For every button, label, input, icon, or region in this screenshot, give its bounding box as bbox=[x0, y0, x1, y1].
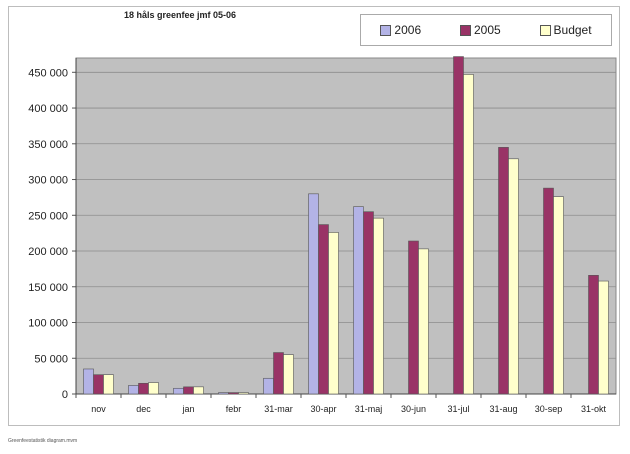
bar-budget-30-sep bbox=[553, 196, 564, 395]
legend-swatch-2006 bbox=[380, 24, 392, 36]
bar-2005-31-jul bbox=[453, 56, 464, 395]
bar-2005-31-aug bbox=[498, 147, 509, 395]
legend-item-budget: Budget bbox=[539, 23, 592, 37]
x-tick-label: 31-okt bbox=[581, 404, 607, 414]
x-tick-label: 31-jul bbox=[447, 404, 469, 414]
plot-area bbox=[75, 57, 617, 395]
bar-budget-31-okt bbox=[598, 280, 609, 395]
legend-item-2005: 2005 bbox=[459, 23, 501, 37]
bar-budget-30-jun bbox=[418, 248, 429, 395]
y-tick-label: 100 000 bbox=[28, 318, 68, 330]
y-tick-label: 350 000 bbox=[28, 139, 68, 151]
y-tick-label: 0 bbox=[62, 389, 68, 401]
bar-2005-30-apr bbox=[318, 224, 329, 395]
x-tick-label: 31-aug bbox=[489, 404, 517, 414]
bar-2005-31-mar bbox=[273, 352, 284, 395]
y-tick-label: 150 000 bbox=[28, 282, 68, 294]
y-tick-label: 300 000 bbox=[28, 175, 68, 187]
x-tick-label: 31-maj bbox=[355, 404, 383, 414]
bar-2006-dec bbox=[128, 385, 139, 395]
legend-label-2005: 2005 bbox=[473, 23, 501, 37]
bar-2005-31-maj bbox=[363, 211, 374, 395]
legend-label-2006: 2006 bbox=[394, 23, 422, 37]
bar-2005-nov bbox=[93, 374, 104, 395]
x-tick-label: 30-sep bbox=[535, 404, 563, 414]
x-tick-label: 31-mar bbox=[264, 404, 293, 414]
bar-2005-30-sep bbox=[543, 187, 554, 395]
bar-2006-30-apr bbox=[308, 193, 319, 395]
bar-2005-30-jun bbox=[408, 240, 419, 395]
x-tick-label: 30-apr bbox=[310, 404, 336, 414]
x-tick-label: nov bbox=[91, 404, 106, 414]
x-tick-label: dec bbox=[136, 404, 151, 414]
x-tick-label: jan bbox=[181, 404, 194, 414]
bar-2005-dec bbox=[138, 382, 149, 395]
bar-budget-dec bbox=[148, 382, 159, 395]
y-tick-label: 400 000 bbox=[28, 103, 68, 115]
y-tick-label: 200 000 bbox=[28, 246, 68, 258]
bar-2005-31-okt bbox=[588, 275, 599, 395]
chart-legend: 2006 2005 Budget bbox=[360, 14, 612, 46]
bar-2006-31-mar bbox=[263, 377, 274, 395]
legend-item-2006: 2006 bbox=[380, 23, 421, 37]
bar-budget-31-maj bbox=[373, 217, 384, 395]
footnote: Greenfeestatistik diagram.mvm bbox=[8, 438, 78, 444]
bar-2006-31-maj bbox=[353, 206, 364, 395]
legend-swatch-2005 bbox=[459, 24, 471, 36]
legend-swatch-budget bbox=[539, 24, 551, 36]
bar-budget-31-jul bbox=[463, 74, 474, 395]
y-tick-label: 450 000 bbox=[28, 67, 68, 79]
bar-budget-jan bbox=[193, 386, 204, 395]
bar-budget-30-apr bbox=[328, 232, 339, 395]
bar-budget-31-aug bbox=[508, 158, 519, 395]
bar-budget-nov bbox=[103, 374, 114, 395]
y-tick-label: 250 000 bbox=[28, 210, 68, 222]
bar-2006-febr bbox=[218, 392, 229, 395]
bar-2006-jan bbox=[173, 387, 184, 395]
chart-title: 18 håls greenfee jmf 05-06 bbox=[123, 10, 237, 20]
bar-2005-jan bbox=[183, 386, 194, 395]
y-tick-label: 50 000 bbox=[34, 353, 68, 365]
bar-2005-febr bbox=[228, 392, 239, 395]
x-tick-label: febr bbox=[226, 404, 242, 414]
x-tick-label: 30-jun bbox=[401, 404, 426, 414]
bar-2006-nov bbox=[83, 368, 94, 395]
legend-label-budget: Budget bbox=[553, 23, 592, 37]
bar-budget-31-mar bbox=[283, 354, 294, 395]
bar-budget-febr bbox=[238, 392, 249, 395]
